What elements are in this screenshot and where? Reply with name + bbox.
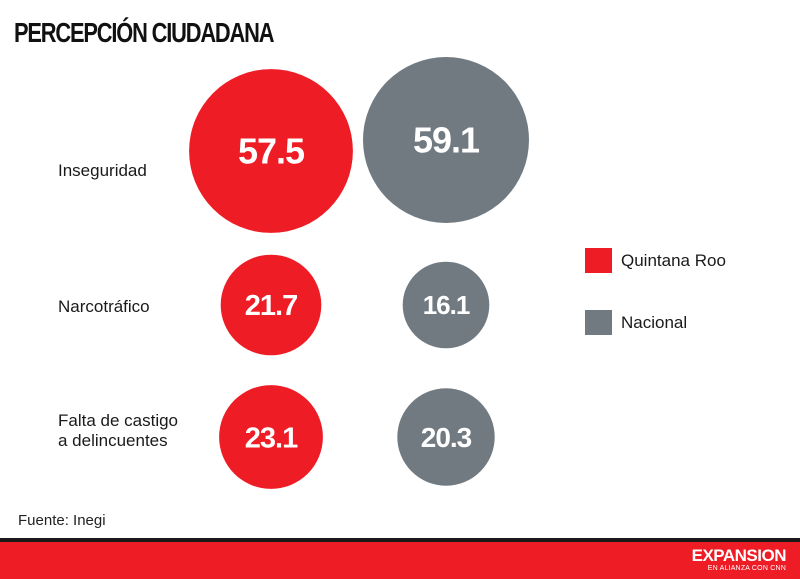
bubble-value-label: 57.5 xyxy=(238,131,305,172)
brand-name: EXPANSION xyxy=(691,546,787,565)
legend-swatch-nacional xyxy=(585,310,612,335)
bubble-value-label: 20.3 xyxy=(421,422,472,453)
source-note: Fuente: Inegi xyxy=(18,512,106,529)
bubble-chart: Inseguridad Narcotráfico Falta de castigoa… xyxy=(58,57,726,489)
bubble-quintana-roo xyxy=(189,69,353,233)
legend-swatch-quintana-roo xyxy=(585,248,612,273)
category-label: Narcotráfico xyxy=(58,297,150,316)
brand-logo: EXPANSION EN ALIANZA CON CNN xyxy=(691,546,787,573)
category-label: a delincuentes xyxy=(58,431,168,450)
category-label: Falta de castigo xyxy=(58,411,178,430)
bubble-quintana-roo xyxy=(219,385,323,489)
legend-label: Quintana Roo xyxy=(621,251,726,270)
footer-divider xyxy=(0,538,800,542)
bubble-nacional xyxy=(402,261,490,349)
bubble-value-label: 21.7 xyxy=(245,290,297,322)
bubble-quintana-roo xyxy=(220,254,322,356)
footer-bar xyxy=(0,542,800,579)
bubble-value-label: 23.1 xyxy=(245,422,298,454)
brand-tagline: EN ALIANZA CON CNN xyxy=(707,565,786,572)
bubble-nacional xyxy=(397,388,495,486)
bubble-value-label: 16.1 xyxy=(423,290,470,320)
category-label: Inseguridad xyxy=(58,161,147,180)
bubble-value-label: 59.1 xyxy=(413,120,480,161)
chart-title: PERCEPCIÓN CIUDADANA xyxy=(14,17,274,48)
bubble-nacional xyxy=(363,57,529,223)
legend-label: Nacional xyxy=(621,313,687,332)
